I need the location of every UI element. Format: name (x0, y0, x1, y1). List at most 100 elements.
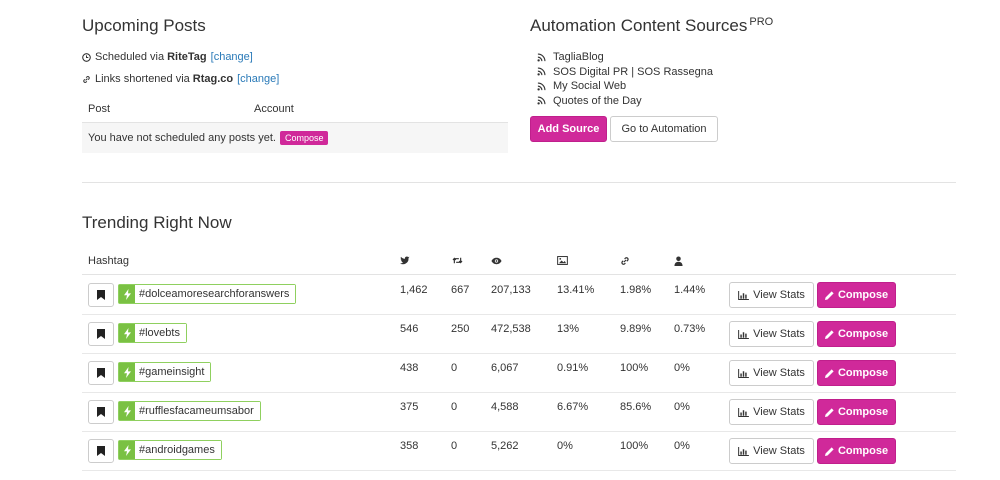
upcoming-empty-row: You have not scheduled any posts yet. Co… (82, 123, 508, 153)
views-count: 472,538 (491, 323, 531, 335)
view-stats-label: View Stats (753, 367, 805, 379)
twitter-icon (400, 256, 410, 265)
image-icon (557, 256, 568, 265)
source-name: Quotes of the Day (553, 94, 642, 107)
images-percent: 13.41% (557, 284, 595, 296)
change-scheduler-link[interactable]: [change] (210, 51, 253, 63)
retweets-count: 0 (451, 362, 458, 374)
compose-button[interactable]: Compose (817, 399, 896, 425)
compose-button[interactable]: Compose (817, 438, 896, 464)
bolt-icon (119, 363, 135, 381)
table-row: #lovebts 546 250 472,538 13% 9.89% 0.73% View S… (82, 314, 956, 354)
pencil-icon (824, 407, 834, 417)
pencil-icon (824, 368, 834, 378)
automation-title: Automation Content Sources PRO (530, 16, 773, 36)
bar-chart-icon (738, 446, 750, 456)
source-name: My Social Web (553, 80, 627, 92)
bar-chart-icon (738, 329, 750, 339)
hashtag-chip[interactable]: #dolceamoresearchforanswers (118, 284, 297, 304)
source-item[interactable]: SOS Digital PR | SOS Rassegna (537, 65, 713, 80)
compose-small-button[interactable]: Compose (279, 131, 329, 145)
view-stats-label: View Stats (753, 289, 805, 301)
bookmark-button[interactable] (88, 400, 114, 424)
compose-button[interactable]: Compose (817, 321, 896, 347)
compose-button[interactable]: Compose (817, 282, 896, 308)
links-prefix: Links shortened via (95, 73, 190, 85)
rss-icon (537, 96, 546, 105)
bolt-icon (119, 285, 135, 303)
mentions-percent: 0% (674, 440, 690, 452)
rss-icon (537, 53, 546, 62)
go-to-automation-button[interactable]: Go to Automation (610, 116, 718, 142)
source-item[interactable]: TagliaBlog (537, 50, 713, 65)
bookmark-icon (97, 446, 105, 456)
user-icon (674, 256, 683, 266)
tweets-count: 546 (400, 323, 419, 335)
images-percent: 6.67% (557, 401, 589, 413)
compose-label: Compose (837, 406, 889, 418)
clock-icon (82, 52, 91, 62)
hashtag-chip[interactable]: #rufflesfacameumsabor (118, 401, 261, 421)
bookmark-icon (97, 290, 105, 300)
pencil-icon (824, 446, 834, 456)
col-account: Account (254, 103, 294, 115)
view-stats-button[interactable]: View Stats (729, 360, 814, 386)
automation-title-text: Automation Content Sources (530, 16, 748, 35)
links-percent: 100% (620, 362, 649, 374)
hashtag-text: #androidgames (135, 441, 221, 459)
links-percent: 100% (620, 440, 649, 452)
table-row: #dolceamoresearchforanswers 1,462 667 207,1… (82, 275, 956, 315)
upcoming-posts-table: Post Account You have not scheduled any … (82, 96, 508, 153)
change-shortener-link[interactable]: [change] (237, 73, 280, 85)
bookmark-button[interactable] (88, 361, 114, 385)
eye-icon (491, 257, 502, 265)
compose-label: Compose (837, 367, 889, 379)
view-stats-button[interactable]: View Stats (729, 282, 814, 308)
bar-chart-icon (738, 290, 750, 300)
col-post: Post (88, 103, 111, 115)
link-icon (83, 75, 90, 83)
links-percent: 1.98% (620, 284, 652, 296)
images-percent: 13% (557, 323, 580, 335)
upcoming-posts-title: Upcoming Posts (82, 16, 206, 35)
bookmark-button[interactable] (88, 322, 114, 346)
link-icon (621, 257, 629, 265)
scheduled-brand: RiteTag (167, 51, 207, 63)
mentions-percent: 0% (674, 401, 690, 413)
tweets-count: 1,462 (400, 284, 428, 296)
bookmark-button[interactable] (88, 283, 114, 307)
hashtag-chip[interactable]: #androidgames (118, 440, 222, 460)
view-stats-label: View Stats (753, 445, 805, 457)
rss-icon (537, 82, 546, 91)
source-item[interactable]: Quotes of the Day (537, 94, 713, 109)
compose-button[interactable]: Compose (817, 360, 896, 386)
scheduled-prefix: Scheduled via (95, 51, 165, 63)
images-percent: 0% (557, 440, 573, 452)
hashtag-text: #lovebts (135, 324, 186, 342)
section-divider (82, 182, 956, 183)
views-count: 4,588 (491, 401, 519, 413)
hashtag-chip[interactable]: #lovebts (118, 323, 187, 343)
bar-chart-icon (738, 368, 750, 378)
retweets-count: 0 (451, 440, 458, 452)
pro-badge: PRO (749, 16, 774, 28)
bookmark-button[interactable] (88, 439, 114, 463)
hashtag-chip[interactable]: #gameinsight (118, 362, 212, 382)
bookmark-icon (97, 329, 105, 339)
links-percent: 85.6% (620, 401, 652, 413)
bolt-icon (119, 402, 135, 420)
view-stats-label: View Stats (753, 328, 805, 340)
source-item[interactable]: My Social Web (537, 79, 713, 94)
bar-chart-icon (738, 407, 750, 417)
add-source-button[interactable]: Add Source (530, 116, 607, 142)
hashtag-text: #dolceamoresearchforanswers (135, 285, 296, 303)
compose-label: Compose (837, 328, 889, 340)
pencil-icon (824, 290, 834, 300)
hashtag-text: #rufflesfacameumsabor (135, 402, 260, 420)
view-stats-button[interactable]: View Stats (729, 399, 814, 425)
trending-table-header: Hashtag (82, 247, 956, 275)
view-stats-label: View Stats (753, 406, 805, 418)
compose-label: Compose (837, 445, 889, 457)
view-stats-button[interactable]: View Stats (729, 321, 814, 347)
view-stats-button[interactable]: View Stats (729, 438, 814, 464)
